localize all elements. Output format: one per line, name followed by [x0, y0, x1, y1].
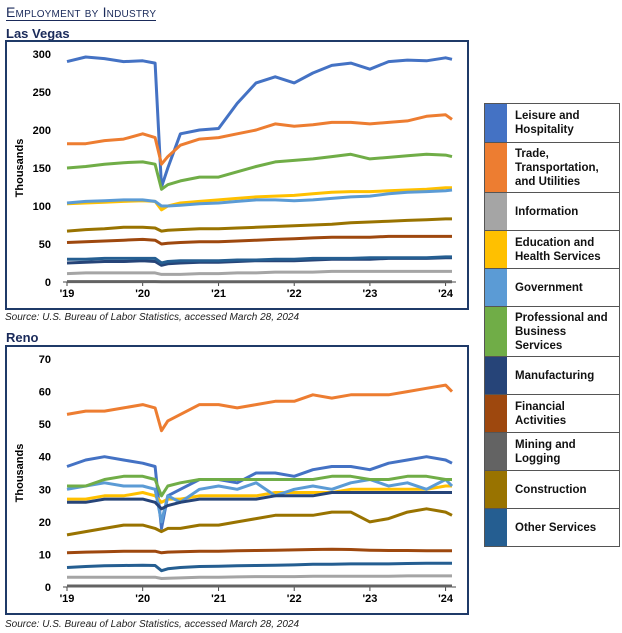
- legend-swatch: [485, 104, 507, 142]
- x-tick-label: '20: [135, 593, 150, 605]
- legend-item: Manufacturing: [485, 356, 619, 394]
- legend-swatch: [485, 193, 507, 230]
- y-tick-label: 200: [33, 125, 51, 137]
- legend-item: Financial Activities: [485, 394, 619, 432]
- reno-series-line: [66, 561, 452, 573]
- x-tick-label: '20: [135, 288, 150, 300]
- legend-label: Leisure and Hospitality: [515, 110, 580, 136]
- las-vegas-chart: Thousands 0 50 100 150 200 250 300 '19 '20 '21 '22 '…: [14, 49, 456, 300]
- legend-label: Professional and Business Services: [515, 311, 608, 352]
- x-tick-label: '23: [362, 593, 377, 605]
- las-vegas-series-line: [67, 255, 452, 265]
- legend-item: Leisure and Hospitality: [485, 104, 619, 142]
- y-tick-label: 70: [39, 354, 51, 366]
- legend-label: Trade, Transportation, and Utilities: [515, 147, 599, 188]
- x-tick-label: '24: [438, 593, 454, 605]
- reno-series-line: [67, 491, 452, 511]
- legend-swatch: [485, 395, 507, 432]
- las-vegas-series-line: [66, 188, 453, 208]
- las-vegas-series-line: [66, 234, 452, 246]
- reno-series-line: [67, 484, 452, 504]
- legend-swatch: [485, 471, 507, 508]
- legend-item: Education and Health Services: [485, 230, 619, 268]
- las-vegas-series-line: [66, 269, 452, 276]
- legend-item: Government: [485, 268, 619, 306]
- y-tick-label: 250: [33, 87, 51, 99]
- y-tick-label: 150: [33, 163, 51, 175]
- x-tick-label: '23: [362, 288, 377, 300]
- legend: Leisure and Hospitality Trade, Transporta…: [484, 103, 620, 547]
- reno-series-line: [66, 383, 454, 433]
- legend-label: Government: [515, 281, 583, 294]
- y-tick-label: 300: [33, 49, 51, 61]
- las-vegas-series-line: [66, 217, 452, 233]
- reno-chart: Thousands 0 10 20 30 40 50 60 70 '19 '20 '21 '22 '23 '…: [14, 354, 456, 605]
- legend-swatch: [485, 357, 507, 394]
- reno-series-line: [67, 474, 452, 498]
- x-tick-label: '19: [60, 288, 75, 300]
- legend-swatch: [485, 433, 507, 470]
- legend-label: Mining and Logging: [515, 438, 576, 465]
- y-tick-label: 10: [39, 549, 51, 561]
- reno-title: Reno: [6, 330, 39, 345]
- reno-source: Source: U.S. Bureau of Labor Statistics,…: [5, 619, 300, 630]
- legend-label: Education and Health Services: [515, 236, 601, 263]
- legend-item: Professional and Business Services: [485, 306, 619, 356]
- legend-swatch: [485, 231, 507, 268]
- reno-series-line: [67, 574, 452, 580]
- y-tick-label: 60: [39, 387, 51, 399]
- x-tick-label: '24: [438, 288, 454, 300]
- y-tick-label: 50: [39, 419, 51, 431]
- legend-item: Construction: [485, 470, 619, 508]
- las-vegas-series-line: [67, 113, 453, 166]
- legend-item: Information: [485, 192, 619, 230]
- x-tick-label: '22: [287, 288, 302, 300]
- y-axis-label: Thousands: [14, 444, 26, 503]
- legend-label: Financial Activities: [515, 400, 567, 427]
- reno-chart-frame: Thousands 0 10 20 30 40 50 60 70 '19 '20 '21 '22 '23 '…: [5, 345, 469, 615]
- las-vegas-title: Las Vegas: [6, 26, 70, 41]
- y-tick-label: 50: [39, 239, 51, 251]
- legend-item: Mining and Logging: [485, 432, 619, 470]
- y-tick-label: 0: [45, 277, 51, 289]
- las-vegas-series-line: [66, 152, 453, 191]
- x-tick-label: '21: [211, 593, 226, 605]
- legend-label: Manufacturing: [515, 369, 595, 382]
- las-vegas-chart-frame: Thousands 0 50 100 150 200 250 300 '19 '20 '21 '22 '…: [5, 40, 469, 310]
- y-tick-label: 100: [33, 201, 51, 213]
- reno-series-line: [66, 455, 453, 530]
- legend-label: Information: [515, 205, 579, 218]
- legend-swatch: [485, 143, 507, 192]
- y-tick-label: 0: [45, 582, 51, 594]
- x-tick-label: '21: [211, 288, 226, 300]
- las-vegas-series-line: [66, 55, 453, 189]
- x-tick-label: '19: [60, 593, 75, 605]
- page-title: Employment by Industry: [6, 4, 157, 21]
- legend-label: Other Services: [515, 521, 597, 534]
- reno-series-line: [66, 507, 453, 537]
- legend-item: Trade, Transportation, and Utilities: [485, 142, 619, 192]
- legend-swatch: [485, 307, 507, 356]
- reno-series-line: [66, 547, 452, 555]
- legend-swatch: [485, 509, 507, 546]
- y-tick-label: 30: [39, 484, 51, 496]
- y-tick-label: 20: [39, 517, 51, 529]
- legend-label: Construction: [515, 483, 587, 496]
- reno-series-line: [66, 478, 454, 524]
- y-tick-label: 40: [39, 452, 51, 464]
- x-tick-label: '22: [287, 593, 302, 605]
- las-vegas-source: Source: U.S. Bureau of Labor Statistics,…: [5, 312, 300, 323]
- legend-item: Other Services: [485, 508, 619, 546]
- legend-swatch: [485, 269, 507, 306]
- y-axis-label: Thousands: [14, 139, 26, 198]
